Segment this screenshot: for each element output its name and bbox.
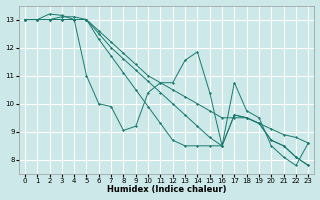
X-axis label: Humidex (Indice chaleur): Humidex (Indice chaleur) [107,185,226,194]
